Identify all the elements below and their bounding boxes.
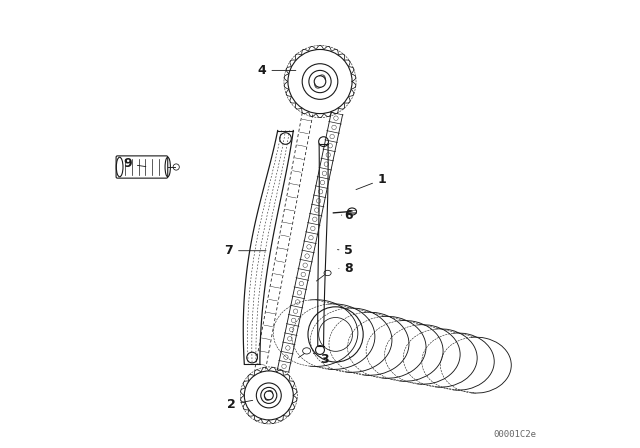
Circle shape <box>316 198 321 203</box>
Circle shape <box>291 318 296 323</box>
Circle shape <box>320 180 324 185</box>
Circle shape <box>324 162 328 166</box>
Circle shape <box>312 217 317 221</box>
Circle shape <box>297 291 301 295</box>
Circle shape <box>287 336 292 341</box>
Text: 4: 4 <box>258 64 296 77</box>
Circle shape <box>295 300 300 304</box>
Text: 7: 7 <box>224 244 266 257</box>
Circle shape <box>299 281 303 286</box>
Circle shape <box>318 190 323 194</box>
Text: 6: 6 <box>341 209 353 222</box>
Circle shape <box>332 125 336 129</box>
Circle shape <box>284 355 288 359</box>
Circle shape <box>303 263 307 267</box>
Circle shape <box>301 272 305 277</box>
Circle shape <box>326 153 330 157</box>
Text: 1: 1 <box>356 173 387 190</box>
Text: 5: 5 <box>337 244 353 257</box>
Text: 2: 2 <box>227 398 253 411</box>
Text: 3: 3 <box>314 353 328 366</box>
Circle shape <box>322 171 326 176</box>
Text: 00001C2e: 00001C2e <box>493 430 536 439</box>
Circle shape <box>308 236 313 240</box>
Circle shape <box>328 143 332 148</box>
Circle shape <box>330 134 334 139</box>
Circle shape <box>289 327 294 332</box>
Circle shape <box>282 364 286 369</box>
Circle shape <box>307 245 311 249</box>
Circle shape <box>310 226 315 231</box>
Circle shape <box>285 346 290 350</box>
Text: 8: 8 <box>339 262 353 275</box>
Text: 9: 9 <box>124 157 146 170</box>
Circle shape <box>293 309 298 314</box>
Circle shape <box>314 208 319 212</box>
Circle shape <box>305 254 309 258</box>
Circle shape <box>333 116 338 121</box>
